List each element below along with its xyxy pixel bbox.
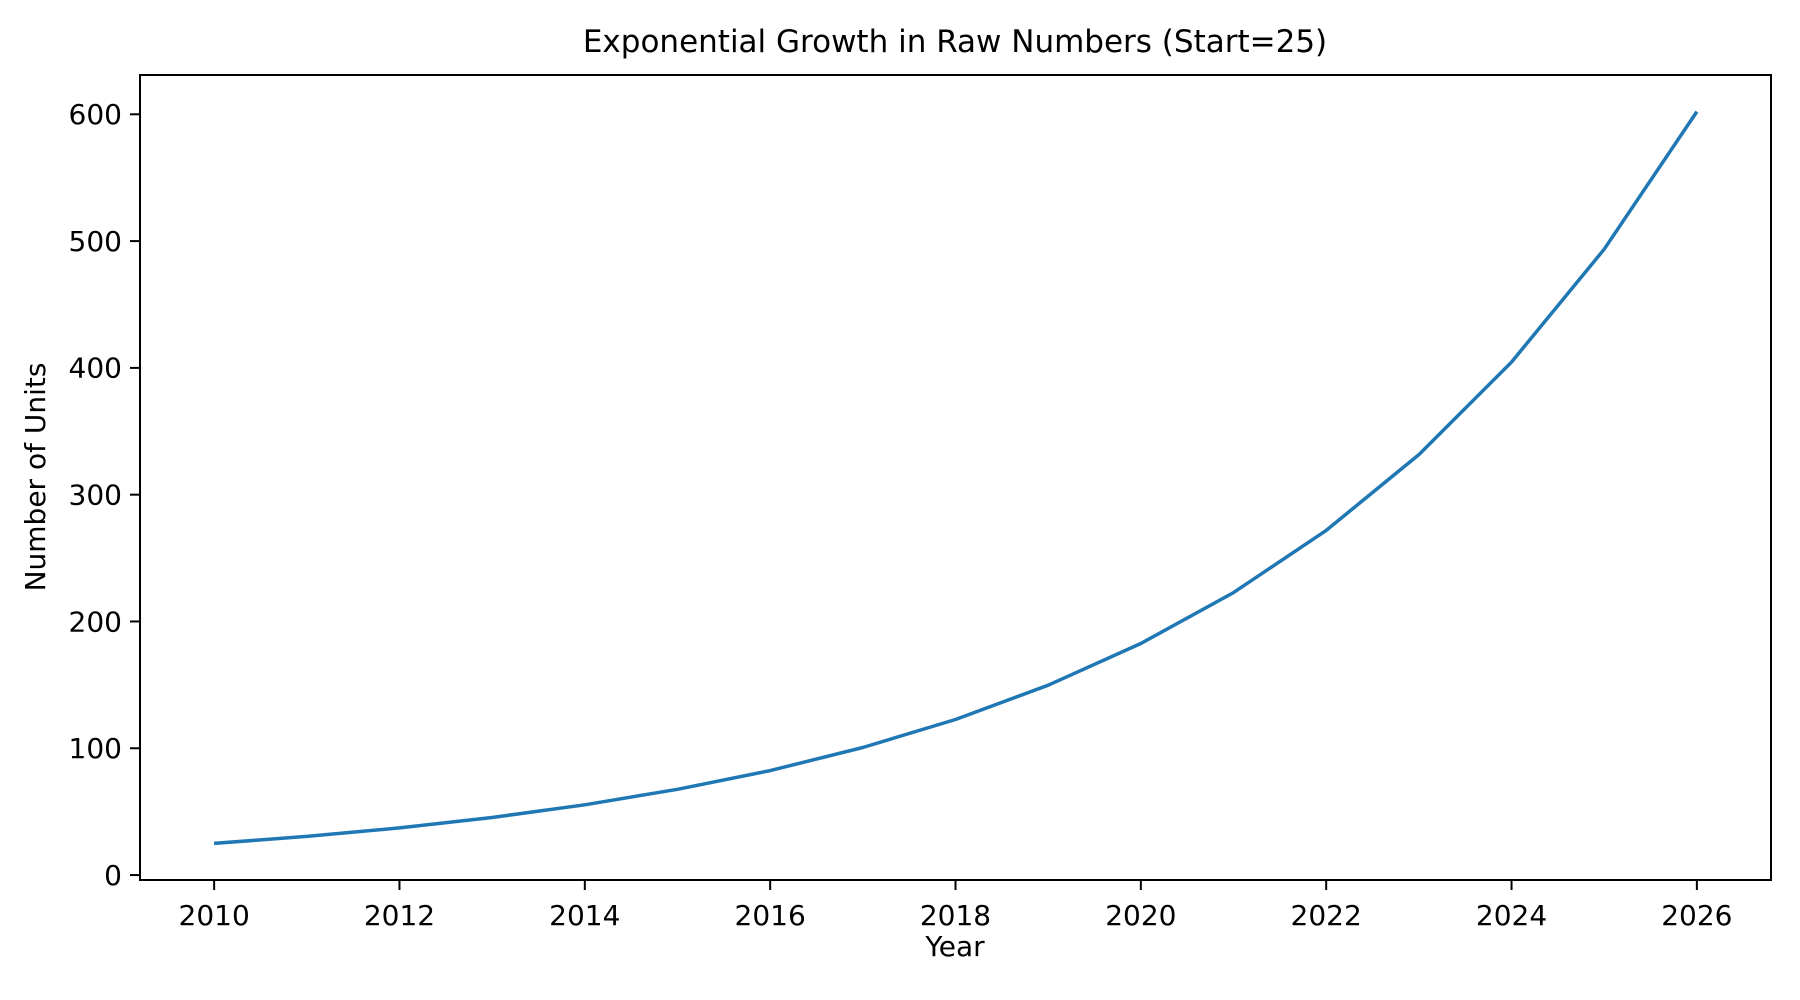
chart-title: Exponential Growth in Raw Numbers (Start… (583, 24, 1327, 60)
y-axis-ticks: 0 100 200 300 400 500 600 (69, 98, 140, 892)
plot-area (139, 74, 1772, 881)
data-series (213, 110, 1699, 846)
y-tick-label: 600 (69, 98, 122, 131)
x-tick-label: 2024 (1476, 899, 1547, 932)
x-tick-label: 2026 (1661, 899, 1732, 932)
y-tick-label: 500 (69, 225, 122, 258)
y-tick-label: 100 (69, 732, 122, 765)
line-series-units (213, 110, 1699, 846)
x-tick-label: 2020 (1105, 899, 1176, 932)
x-axis-label: Year (924, 930, 985, 963)
x-tick-label: 2010 (179, 899, 250, 932)
y-axis-label: Number of Units (19, 363, 52, 592)
y-tick-label: 0 (104, 859, 122, 892)
x-tick-label: 2012 (364, 899, 435, 932)
y-tick-label: 300 (69, 478, 122, 511)
x-tick-label: 2014 (549, 899, 620, 932)
y-tick-label: 200 (69, 605, 122, 638)
x-tick-label: 2018 (920, 899, 991, 932)
x-tick-label: 2016 (735, 899, 806, 932)
y-tick-label: 400 (69, 352, 122, 385)
x-axis-ticks: 2010 2012 2014 2016 2018 2020 2022 2024 2026 (179, 880, 1732, 932)
x-tick-label: 2022 (1291, 899, 1362, 932)
